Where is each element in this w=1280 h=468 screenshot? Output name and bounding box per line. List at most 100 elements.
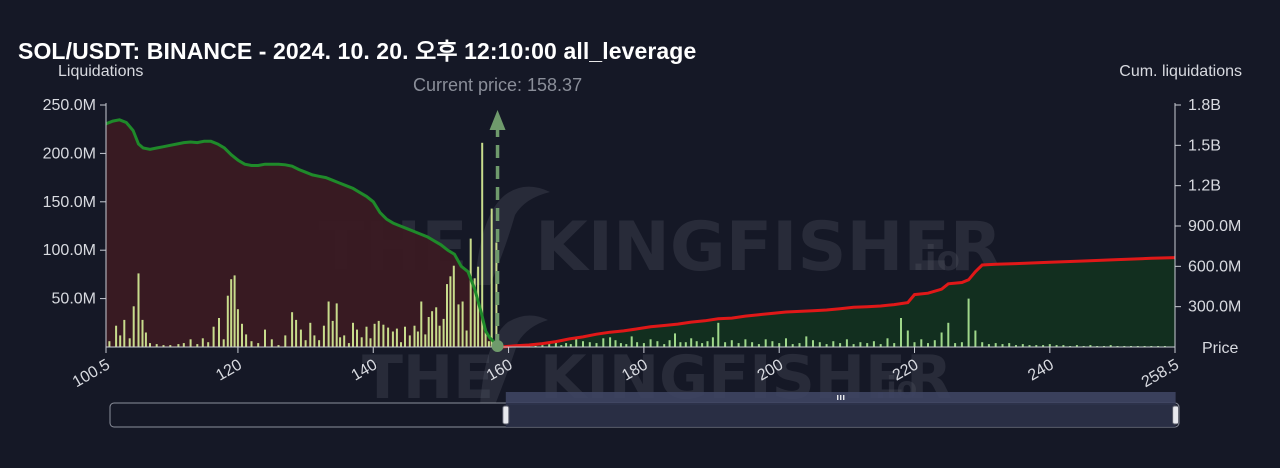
liquidation-bar [771, 341, 774, 347]
liquidation-bar [1075, 345, 1078, 347]
liquidation-bar [724, 342, 727, 347]
liquidation-bar [994, 343, 997, 347]
liquidation-bar [218, 318, 220, 347]
drag-grip-icon[interactable] [837, 395, 839, 400]
liquidation-bar [408, 335, 411, 347]
liquidation-bar [331, 320, 334, 347]
liquidation-bar [541, 345, 544, 347]
y-right-axis-title: Cum. liquidations [1119, 63, 1242, 80]
y-left-tick-label: 50.0M [52, 291, 96, 308]
liquidation-bar [684, 342, 687, 347]
y-right-tick-label: 300.0M [1188, 299, 1241, 316]
liquidation-bar [284, 335, 287, 347]
y-right-tick-label: 900.0M [1188, 218, 1241, 235]
liquidation-bar [137, 273, 140, 347]
x-tick-label: 120 [213, 356, 245, 384]
liquidation-bar [226, 295, 229, 347]
liquidation-bar [313, 335, 316, 347]
liquidation-bar [473, 278, 476, 347]
liquidation-bar [245, 334, 248, 347]
liquidation-bar [933, 340, 936, 347]
liquidation-bar [886, 338, 889, 347]
liquidation-bar [832, 341, 835, 347]
liquidation-bar [241, 323, 243, 347]
liquidation-bar [981, 342, 984, 347]
liquidation-bar [1001, 344, 1004, 347]
liquidation-bar [575, 338, 578, 347]
liquidation-bar [751, 342, 754, 347]
liquidation-bar [565, 343, 568, 347]
liquidation-bar [1089, 345, 1092, 347]
liquidation-bar [778, 343, 781, 347]
liquidation-bar [108, 341, 111, 347]
up-arrow-icon [489, 110, 506, 130]
liquidation-bars [108, 142, 1166, 347]
liquidation-bar [1062, 345, 1065, 347]
liquidation-bar [264, 329, 266, 347]
y-left-tick-label: 200.0M [43, 145, 96, 162]
liquidation-bar [250, 341, 253, 347]
liquidation-bar [141, 319, 144, 347]
liquidation-bar [452, 265, 455, 347]
liquidation-bar [343, 335, 346, 347]
liquidation-bar [352, 322, 354, 347]
y-left-axis-title: Liquidations [58, 63, 143, 80]
liquidation-bar [548, 344, 551, 347]
liquidation-bar [115, 325, 118, 347]
liquidation-bar [595, 343, 598, 347]
range-slider[interactable] [109, 392, 1180, 428]
liquidation-bar [369, 338, 372, 347]
liquidation-bar [322, 325, 325, 347]
long-cum-fill [106, 119, 504, 347]
liquidation-bar [189, 339, 192, 347]
liquidation-bar [360, 337, 363, 347]
liquidation-bar [347, 343, 350, 347]
liquidation-bar [906, 330, 909, 347]
liquidation-bar [690, 338, 693, 347]
liquidation-bar [233, 275, 236, 347]
liquidation-bar [119, 335, 122, 347]
y-left-tick-label: 150.0M [43, 194, 96, 211]
liquidation-bar [299, 329, 302, 347]
liquidation-bar [1109, 345, 1112, 347]
liquidation-bar [663, 344, 666, 347]
liquidation-bar [222, 339, 225, 347]
liquidation-bar [619, 343, 622, 347]
liquidation-bar [866, 343, 869, 347]
liquidation-bar [304, 340, 307, 347]
cumulative-lines [105, 118, 1176, 349]
liquidation-bar [1042, 345, 1045, 347]
liquidation-bar [391, 331, 394, 347]
liquidation-bar [649, 339, 652, 347]
liquidation-bar [701, 343, 704, 347]
liquidation-bar [812, 340, 814, 347]
kingfisher-logo-icon [475, 186, 550, 285]
liquidation-bar [481, 142, 484, 347]
drag-grip-icon[interactable] [840, 395, 842, 400]
liquidation-bar [413, 325, 416, 347]
liquidation-bar [327, 301, 330, 347]
liquidation-bar [879, 344, 882, 347]
y-right-tick-label: 1.5B [1188, 137, 1221, 154]
range-slider-left-handle[interactable] [502, 405, 510, 425]
short-cum-fill [501, 257, 1175, 347]
liquidation-bar [1015, 345, 1017, 347]
liquidation-bar [625, 344, 628, 347]
liquidation-bar [636, 342, 639, 347]
liquidation-bar [668, 340, 671, 347]
liquidation-bar [582, 341, 584, 347]
range-slider-right-handle[interactable] [1172, 405, 1180, 425]
watermark-text: THE [362, 343, 494, 413]
liquidation-bar [461, 301, 464, 347]
liquidation-bar [469, 238, 472, 347]
range-slider-window[interactable] [505, 403, 1176, 427]
liquidation-bar [954, 343, 957, 347]
liquidation-bar [859, 342, 862, 347]
liquidation-bar [974, 330, 977, 347]
liquidation-bar [487, 341, 490, 347]
liquidation-bar [679, 342, 682, 347]
liquidation-bar [569, 344, 572, 347]
liquidation-bar [438, 325, 441, 347]
x-tick-label: 100.5 [70, 356, 113, 391]
drag-grip-icon[interactable] [843, 395, 845, 400]
